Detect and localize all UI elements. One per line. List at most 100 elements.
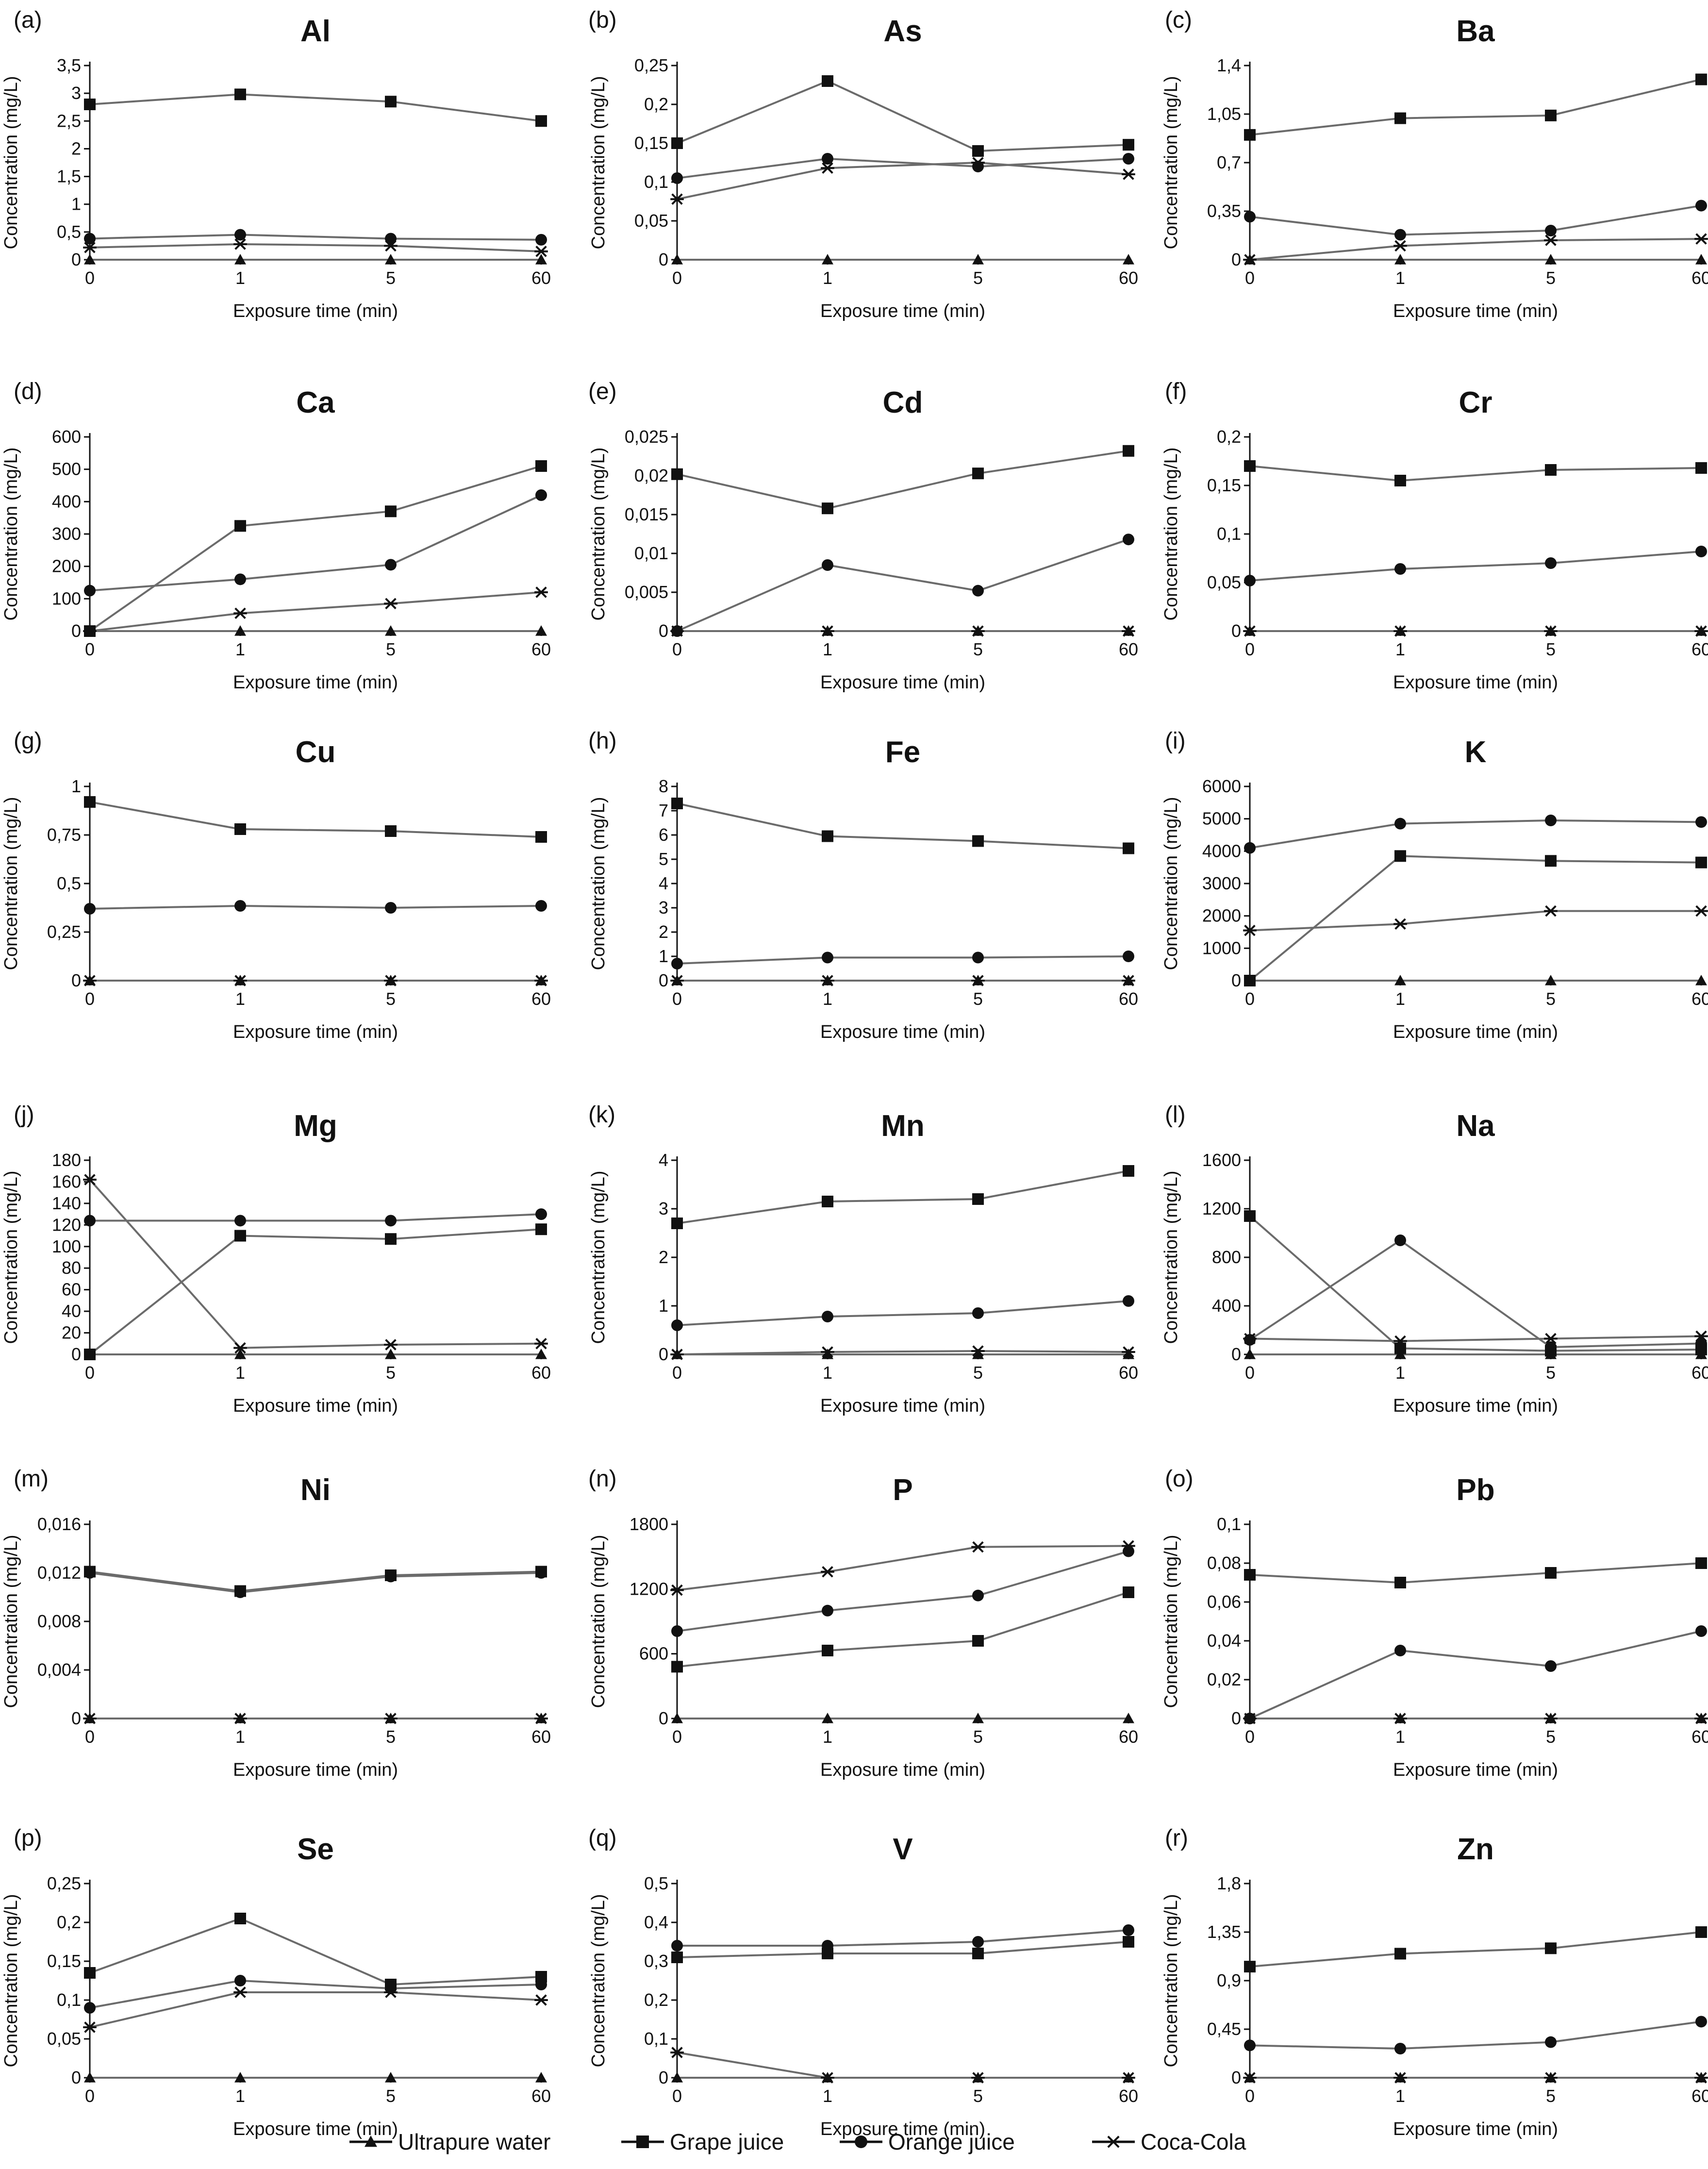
circle-marker bbox=[1545, 815, 1557, 826]
x-tick-label: 0 bbox=[1245, 639, 1255, 659]
x-tick-label: 0 bbox=[672, 2086, 682, 2106]
circle-marker bbox=[1123, 534, 1134, 546]
y-tick-label: 3000 bbox=[1202, 873, 1241, 893]
x-tick-label: 5 bbox=[973, 2086, 983, 2106]
square-marker bbox=[535, 1971, 547, 1983]
series-line bbox=[1249, 204, 1702, 236]
y-axis-label: Concentration (mg/L) bbox=[588, 1894, 609, 2068]
y-tick-label: 0,7 bbox=[1217, 152, 1241, 172]
triangle-marker bbox=[822, 254, 833, 265]
panel-letter: (g) bbox=[14, 728, 42, 754]
square-marker bbox=[234, 1913, 246, 1924]
y-tick-label: 2000 bbox=[1202, 906, 1241, 926]
circle-marker bbox=[1244, 2039, 1256, 2052]
x-tick-label: 5 bbox=[973, 639, 983, 659]
panel-letter: (n) bbox=[588, 1466, 617, 1492]
circle-marker bbox=[972, 1589, 984, 1602]
chart-panel-se: (p) Se 0 0,05 0,1 0,15 0,2 0,25 0 1 5 60 Exposure ti… bbox=[1, 1825, 551, 2139]
series-grape-juice bbox=[671, 798, 1134, 854]
x-tick-label: 5 bbox=[1546, 989, 1556, 1009]
series-coca-cola bbox=[670, 975, 1135, 986]
y-axis-label: Concentration (mg/L) bbox=[1, 1894, 21, 2068]
asterisk-marker bbox=[1122, 168, 1135, 180]
y-tick-label: 5 bbox=[659, 849, 668, 869]
series-line bbox=[677, 1350, 1129, 1355]
series-line bbox=[89, 1570, 542, 1592]
circle-marker bbox=[822, 1604, 833, 1617]
square-marker bbox=[1123, 445, 1134, 457]
series-orange-juice bbox=[84, 1208, 547, 1227]
square-marker bbox=[822, 830, 833, 842]
y-axis-label: Concentration (mg/L) bbox=[588, 797, 609, 970]
series-grape-juice bbox=[84, 796, 547, 843]
series-line bbox=[1249, 238, 1702, 261]
y-tick-label: 40 bbox=[62, 1301, 81, 1321]
x-tick-label: 0 bbox=[1245, 2086, 1255, 2106]
y-tick-label: 0,15 bbox=[1207, 475, 1241, 495]
asterisk-marker bbox=[971, 625, 985, 637]
asterisk-marker bbox=[534, 1338, 548, 1350]
x-tick-label: 5 bbox=[1546, 1727, 1556, 1747]
circle-marker bbox=[234, 229, 246, 241]
square-marker bbox=[1545, 109, 1557, 121]
x-tick-label: 5 bbox=[386, 1363, 396, 1383]
x-tick-label: 5 bbox=[1546, 639, 1556, 659]
y-tick-label: 600 bbox=[52, 427, 81, 447]
asterisk-marker bbox=[1694, 233, 1708, 245]
y-tick-label: 0,15 bbox=[47, 1951, 81, 1971]
square-marker bbox=[234, 1585, 246, 1597]
series-grape-juice bbox=[1244, 460, 1707, 486]
legend-square-marker bbox=[636, 2136, 649, 2148]
y-tick-label: 3 bbox=[659, 1199, 668, 1218]
series-line bbox=[677, 802, 1129, 850]
y-tick-label: 1,5 bbox=[57, 167, 81, 186]
y-tick-label: 400 bbox=[52, 491, 81, 511]
series-coca-cola bbox=[670, 1345, 1135, 1360]
circle-marker bbox=[972, 584, 984, 597]
x-axis-label: Exposure time (min) bbox=[1393, 1760, 1558, 1780]
y-tick-label: 8 bbox=[659, 776, 668, 796]
asterisk-marker bbox=[1544, 234, 1558, 246]
x-axis-label: Exposure time (min) bbox=[1393, 301, 1558, 321]
asterisk-marker bbox=[1243, 254, 1257, 266]
x-tick-label: 5 bbox=[386, 639, 396, 659]
circle-marker bbox=[1394, 563, 1406, 575]
series-line bbox=[1249, 1630, 1702, 1719]
chart-panel-p: (n) P 0 600 1200 1800 0 1 5 60 Exposure time (min)… bbox=[588, 1466, 1138, 1780]
y-tick-label: 4000 bbox=[1202, 841, 1241, 861]
square-marker bbox=[385, 1233, 397, 1245]
asterisk-marker bbox=[83, 242, 97, 253]
chart-panel-al: (a) Al 0 0,5 1 1,5 2 2,5 3 3,5 0 1 5 60 Exposure time … bbox=[1, 7, 551, 321]
square-marker bbox=[671, 798, 683, 809]
y-tick-label: 4 bbox=[659, 873, 668, 893]
x-tick-label: 0 bbox=[672, 268, 682, 288]
chart-panel-v: (q) V 0 0,1 0,2 0,3 0,4 0,5 0 1 5 60 Exposure time (… bbox=[588, 1825, 1138, 2139]
square-marker bbox=[1244, 1961, 1256, 1973]
panel-title: Al bbox=[300, 15, 331, 48]
series-line bbox=[677, 1545, 1129, 1591]
y-tick-label: 2,5 bbox=[57, 111, 81, 131]
y-tick-label: 140 bbox=[52, 1193, 81, 1213]
triangle-marker bbox=[385, 625, 397, 636]
y-tick-label: 100 bbox=[52, 588, 81, 608]
panel-title: Na bbox=[1456, 1109, 1495, 1143]
x-tick-label: 0 bbox=[1245, 1363, 1255, 1383]
chart-panel-ba: (c) Ba 0 0,35 0,7 1,05 1,4 0 1 5 60 Exposure time (… bbox=[1161, 7, 1708, 321]
series-coca-cola bbox=[83, 1713, 548, 1724]
series-ultrapure-water bbox=[1244, 975, 1707, 985]
series-coca-cola bbox=[83, 1986, 548, 2033]
circle-marker bbox=[972, 1936, 984, 1948]
y-tick-label: 6000 bbox=[1202, 776, 1241, 796]
square-marker bbox=[535, 460, 547, 472]
x-tick-label: 0 bbox=[85, 2086, 95, 2106]
x-axis-label: Exposure time (min) bbox=[1393, 2119, 1558, 2139]
panel-letter: (o) bbox=[1165, 1466, 1194, 1492]
series-orange-juice bbox=[671, 1545, 1134, 1637]
triangle-marker bbox=[671, 2072, 683, 2083]
triangle-marker bbox=[385, 1349, 397, 1359]
circle-marker bbox=[234, 1215, 246, 1227]
triangle-marker bbox=[1123, 1349, 1134, 1359]
panel-letter: (b) bbox=[588, 7, 617, 33]
series-coca-cola bbox=[1243, 1330, 1708, 1347]
